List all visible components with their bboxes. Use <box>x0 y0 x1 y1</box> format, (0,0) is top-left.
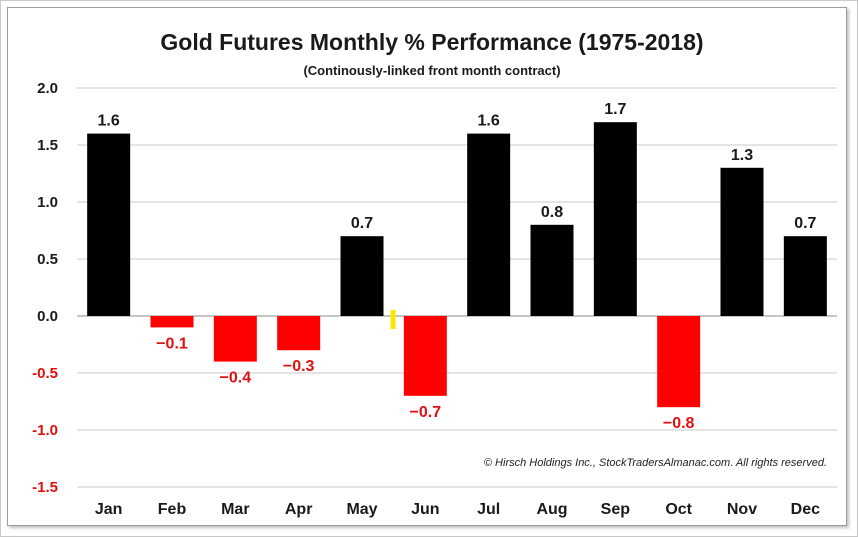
bar-dec <box>783 236 827 316</box>
y-tick-label: 1.5 <box>37 137 58 154</box>
bar-sep <box>593 122 637 316</box>
data-labels: 1.6 −0.1 −0.4 −0.3 0.7 −0.7 1.6 0.8 1.7 −0.8 1.3 0.… <box>98 101 817 432</box>
bars <box>87 122 827 408</box>
x-tick-label-feb: Feb <box>158 501 187 518</box>
bar-jun <box>403 316 447 396</box>
data-label-oct: −0.8 <box>663 415 695 432</box>
x-tick-label-jun: Jun <box>411 501 439 518</box>
data-label-mar: −0.4 <box>220 370 252 387</box>
y-axis-ticks: 2.0 1.5 1.0 0.5 0.0 -0.5 -1.0 -1.5 <box>32 80 58 496</box>
data-label-nov: 1.3 <box>731 147 753 164</box>
bar-mar <box>213 316 257 362</box>
data-label-apr: −0.3 <box>283 358 315 375</box>
bar-jul <box>467 133 511 316</box>
x-tick-label-aug: Aug <box>536 501 567 518</box>
x-tick-label-oct: Oct <box>665 501 692 518</box>
data-label-aug: 0.8 <box>541 204 563 221</box>
bar-nov <box>720 167 764 316</box>
x-tick-label-apr: Apr <box>285 501 313 518</box>
data-label-dec: 0.7 <box>794 215 816 232</box>
bar-jan <box>87 133 131 316</box>
y-tick-label: -0.5 <box>32 365 58 382</box>
data-label-jun: −0.7 <box>410 404 442 421</box>
x-tick-label-mar: Mar <box>221 501 249 518</box>
y-tick-label: -1.0 <box>32 422 58 439</box>
bar-may <box>340 236 384 316</box>
data-label-may: 0.7 <box>351 215 373 232</box>
data-label-feb: −0.1 <box>156 335 188 352</box>
y-tick-label: 0.5 <box>37 251 58 268</box>
x-tick-label-dec: Dec <box>791 501 820 518</box>
data-label-sep: 1.7 <box>604 101 626 118</box>
x-tick-label-may: May <box>346 501 377 518</box>
data-label-jan: 1.6 <box>98 113 120 130</box>
chart-panel <box>7 7 847 526</box>
x-tick-label-jul: Jul <box>477 501 500 518</box>
y-tick-label: -1.5 <box>32 479 58 496</box>
y-tick-label: 1.0 <box>37 194 58 211</box>
bar-apr <box>277 316 321 351</box>
x-tick-label-jan: Jan <box>95 501 123 518</box>
y-tick-label: 2.0 <box>37 80 58 97</box>
bar-oct <box>657 316 701 408</box>
chart-title: Gold Futures Monthly % Performance (1975… <box>160 29 703 55</box>
data-label-jul: 1.6 <box>478 113 500 130</box>
bar-feb <box>150 316 194 328</box>
y-tick-label: 0.0 <box>37 308 58 325</box>
x-axis-ticks: Jan Feb Mar Apr May Jun Jul Aug Sep Oct Nov Dec <box>95 501 820 518</box>
gridlines <box>77 87 837 488</box>
copyright-credit: © Hirsch Holdings Inc., StockTradersAlma… <box>484 457 827 469</box>
x-tick-label-sep: Sep <box>601 501 631 518</box>
bar-aug <box>530 224 574 316</box>
x-tick-label-nov: Nov <box>727 501 757 518</box>
chart-subtitle: (Continously-linked front month contract… <box>303 63 560 78</box>
yellow-marker <box>390 310 396 329</box>
